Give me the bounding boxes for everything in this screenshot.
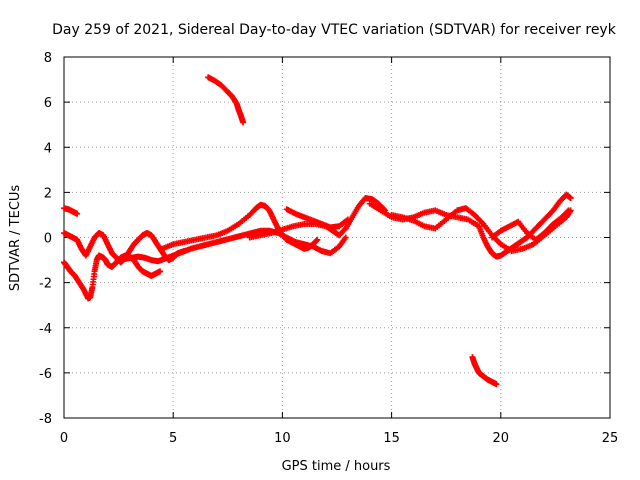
series-arc-7: [283, 206, 351, 231]
y-tick-label: 2: [44, 186, 52, 201]
series-arc-10: [388, 205, 574, 255]
x-tick-label: 20: [493, 431, 510, 446]
x-tick-label: 5: [169, 431, 177, 446]
data-point: [341, 226, 348, 233]
series-arc-11: [489, 207, 572, 243]
x-tick-label: 15: [383, 431, 400, 446]
series-arc-1: [61, 205, 81, 217]
data-point: [565, 207, 572, 214]
data-point: [564, 208, 571, 215]
data-point: [157, 268, 164, 275]
data-point: [567, 195, 574, 202]
series-arc-2: [61, 252, 164, 302]
y-tick-label: -2: [39, 277, 52, 292]
chart-title: Day 259 of 2021, Sidereal Day-to-day VTE…: [52, 22, 617, 38]
data-point: [240, 119, 247, 126]
x-axis: 0 5 10 15 20 25: [60, 57, 618, 446]
x-tick-label: 10: [274, 431, 291, 446]
data-point: [342, 234, 349, 241]
x-tick-label: 25: [602, 431, 619, 446]
y-tick-label: -8: [39, 412, 52, 427]
y-axis: -8 -6 -4 -2 0 2 4 6 8: [39, 51, 610, 427]
y-tick-label: 8: [44, 51, 52, 66]
y-tick-label: -4: [39, 322, 52, 337]
y-axis-label: SDTVAR / TECUs: [8, 185, 23, 292]
data-point: [314, 236, 321, 243]
data-points: [61, 74, 574, 388]
x-axis-label: GPS time / hours: [282, 459, 391, 474]
series-arc-12: [469, 354, 500, 388]
y-tick-label: 0: [44, 232, 52, 247]
y-tick-label: 4: [44, 141, 52, 156]
data-point: [344, 216, 351, 223]
series-arc-8: [205, 74, 247, 126]
y-tick-label: 6: [44, 96, 52, 111]
x-tick-label: 0: [60, 431, 68, 446]
series-arc-5: [159, 201, 321, 252]
y-tick-label: -6: [39, 367, 52, 382]
data-point: [74, 210, 81, 217]
data-point: [493, 381, 500, 388]
